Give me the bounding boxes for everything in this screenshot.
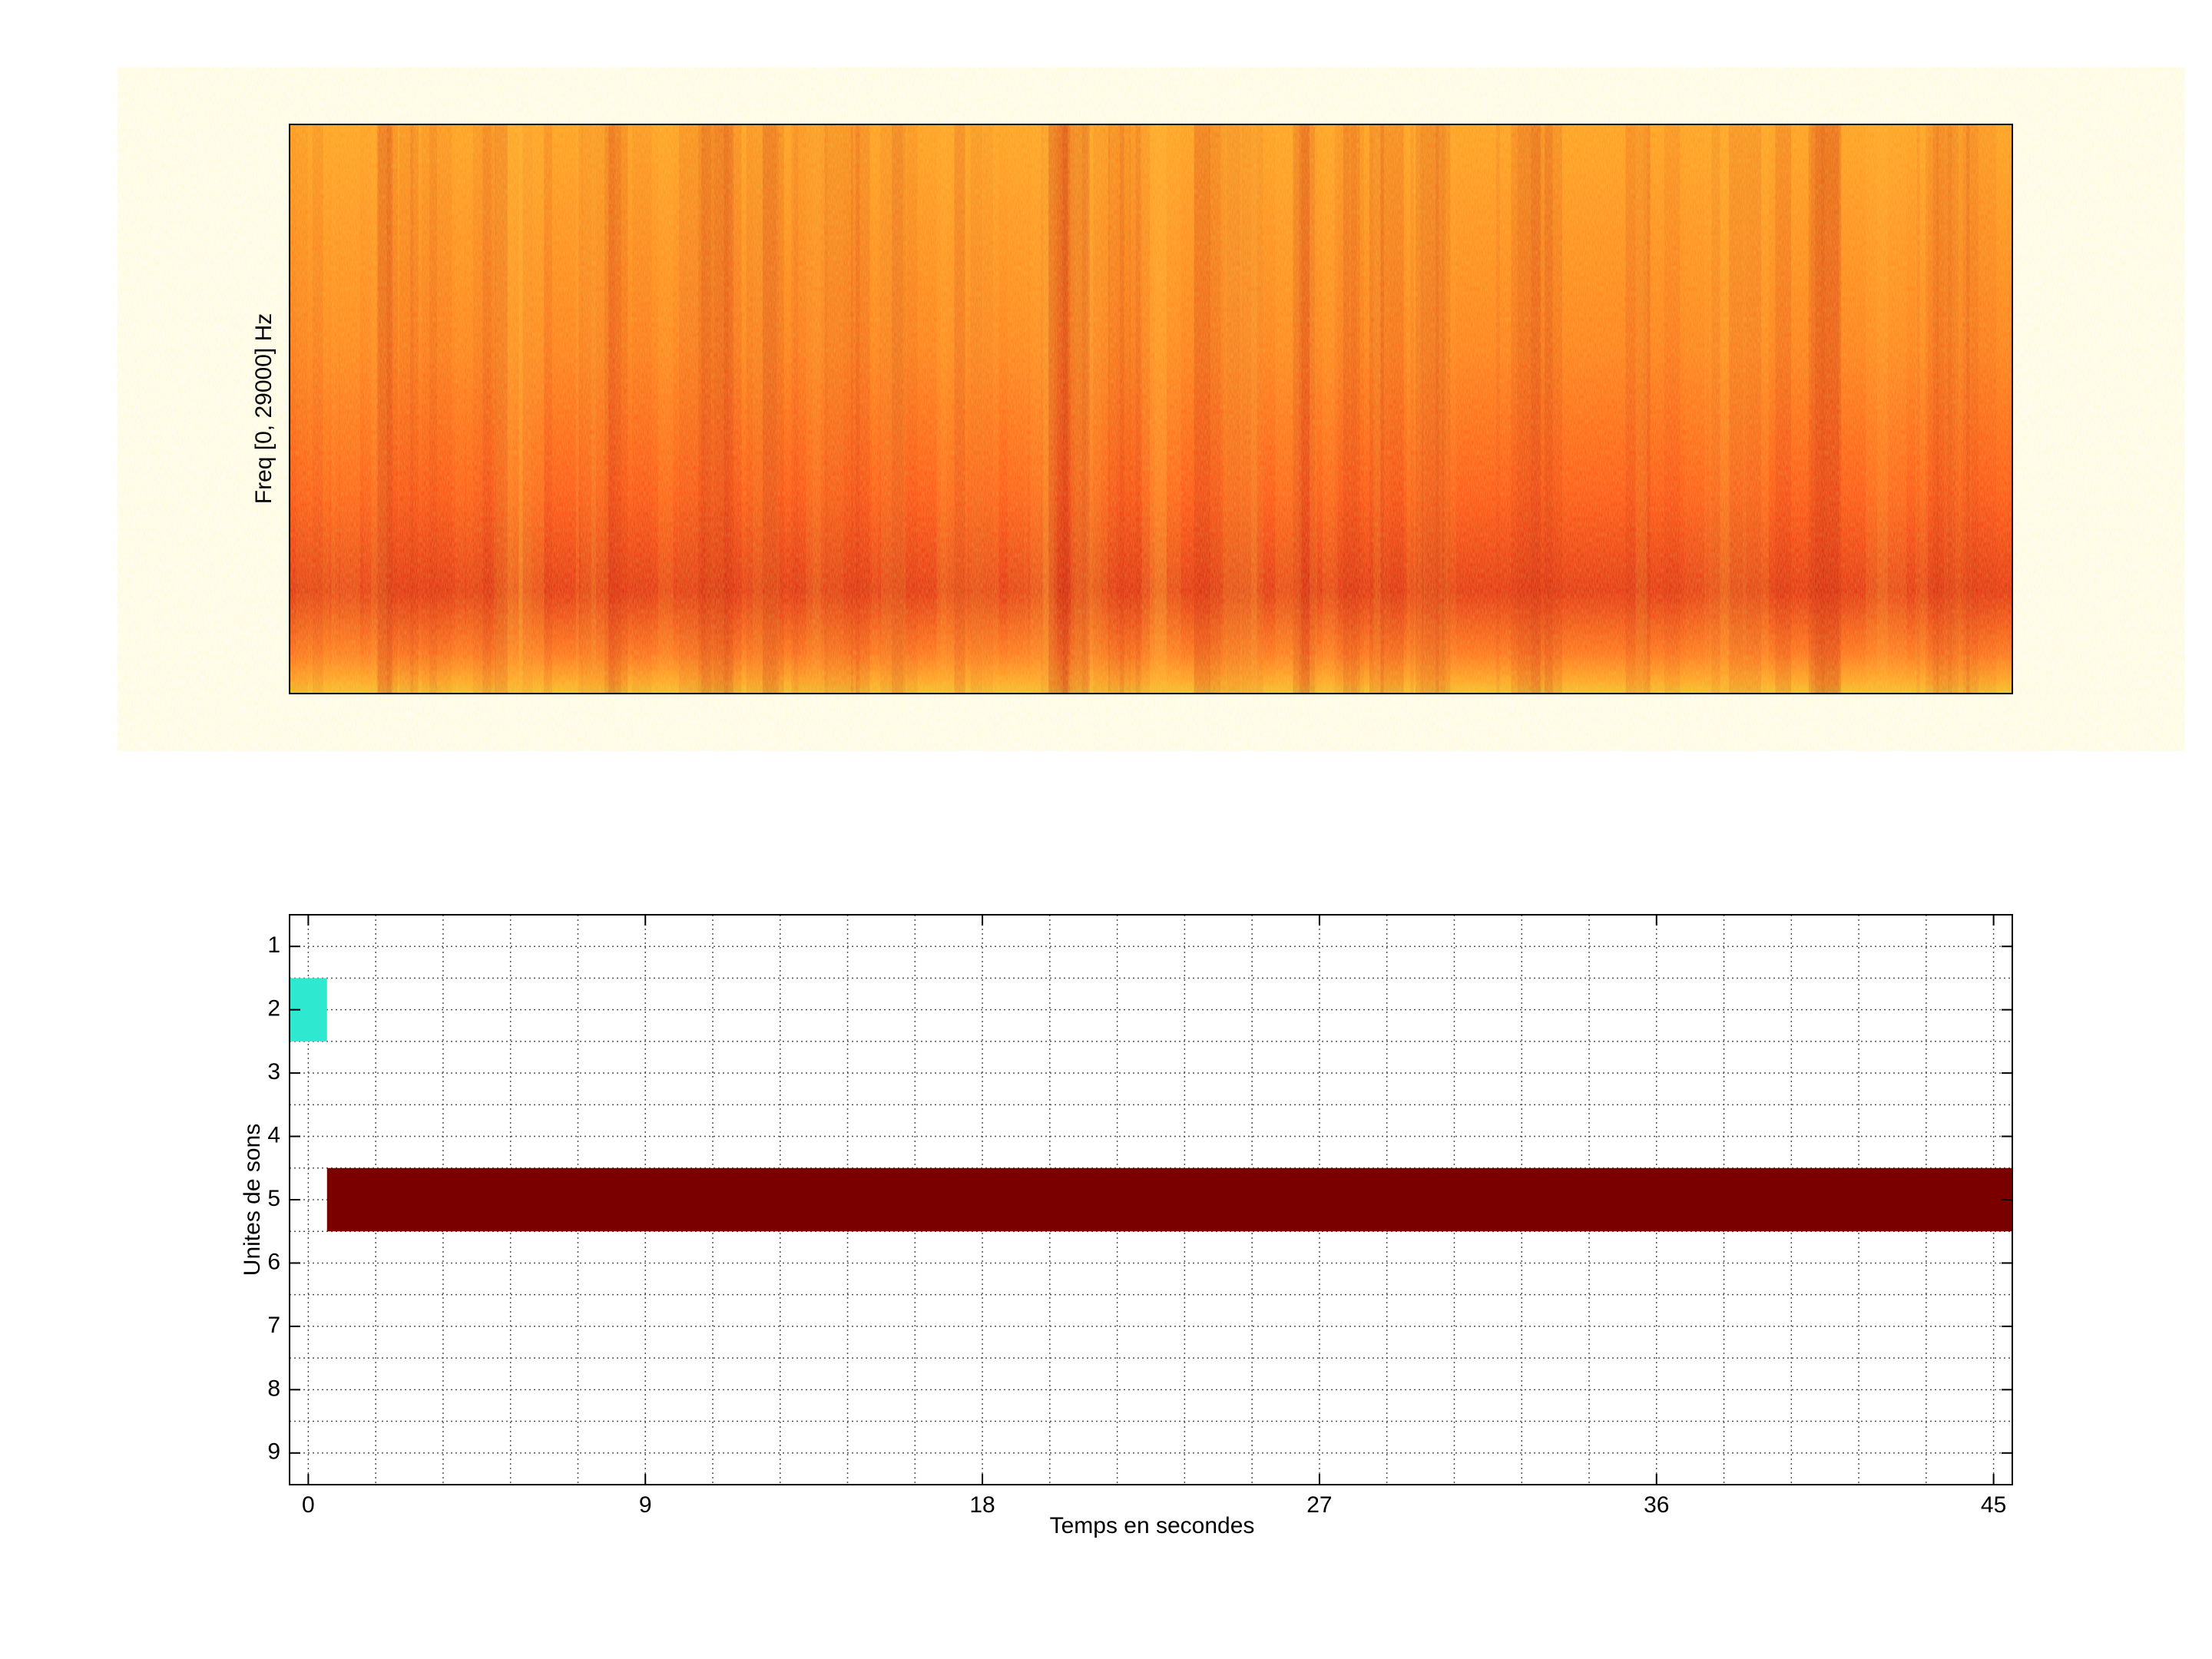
axes-frame	[289, 914, 2013, 1485]
y-axis-label: Unites de sons	[240, 1124, 265, 1276]
x-tick-label: 18	[969, 1492, 995, 1518]
x-tick-label: 0	[302, 1492, 315, 1518]
y-tick-label: 2	[267, 996, 280, 1022]
unit-segment	[326, 1167, 2013, 1232]
spectrogram	[290, 124, 2012, 694]
x-tick-label: 45	[1981, 1492, 2006, 1518]
y-tick-label: 6	[267, 1249, 280, 1274]
x-axis-label: Temps en secondes	[1050, 1513, 1255, 1538]
x-tick-label: 9	[639, 1492, 652, 1518]
y-tick-label: 7	[267, 1313, 280, 1338]
spectrogram-noise	[290, 124, 2012, 694]
y-tick-label: 3	[267, 1059, 280, 1084]
y-tick-label: 5	[267, 1186, 280, 1211]
x-tick-label: 27	[1306, 1492, 1332, 1518]
y-tick-label: 4	[267, 1122, 280, 1147]
y-axis-label: Freq [0, 29000] Hz	[251, 313, 276, 504]
y-tick-label: 8	[267, 1376, 280, 1401]
y-tick-label: 9	[267, 1439, 280, 1465]
x-tick-label: 36	[1644, 1492, 1669, 1518]
y-tick-label: 1	[267, 932, 280, 958]
top-axes	[289, 124, 2013, 694]
